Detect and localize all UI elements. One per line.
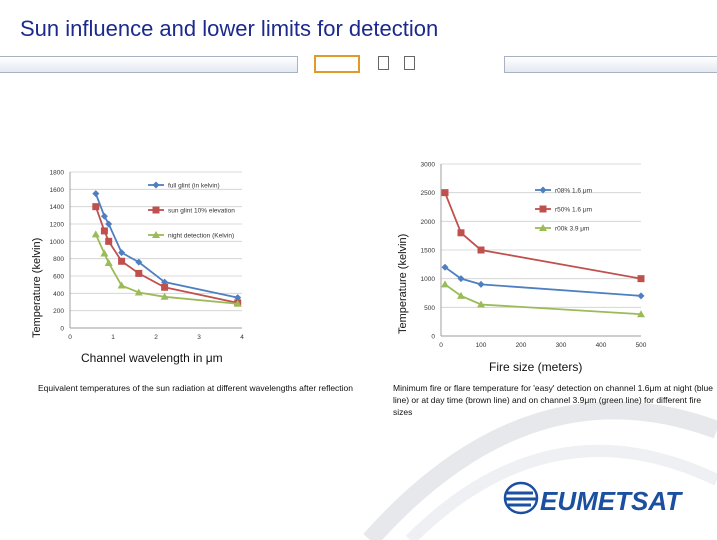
legend-entry: sun glint 10% elevation [168,208,235,215]
x-tick-label: 3 [197,334,201,341]
y-tick-label: 400 [53,291,64,298]
legend-entry: r50% 1.6 μm [555,207,592,214]
y-tick-label: 500 [424,305,435,312]
data-point [457,291,465,299]
data-point [100,249,109,257]
x-tick-label: 2 [154,334,158,341]
x-tick-label: 1 [111,334,115,341]
legend-entry: night detection (Kelvin) [168,233,234,240]
data-point [161,283,169,291]
y-tick-label: 1400 [50,204,65,211]
y-tick-label: 800 [53,256,64,263]
y-tick-label: 0 [431,334,435,341]
data-point [92,190,100,198]
data-point [637,310,645,318]
data-point [100,227,108,235]
y-tick-label: 1000 [421,276,436,283]
data-point [457,229,465,237]
y-tick-label: 2500 [421,190,436,197]
series-line [444,266,642,297]
background-arc-decoration [363,401,717,540]
header-bar-right [504,56,717,73]
x-tick-label: 4 [240,334,244,341]
y-tick-label: 1600 [50,187,65,194]
x-tick-label: 400 [596,342,607,349]
data-point [477,280,485,288]
x-tick-label: 100 [476,342,487,349]
y-tick-label: 0 [60,326,64,333]
legend-marker [539,186,547,194]
series-line [444,283,642,316]
fire-size-temperature-chart: 0 500 1000 1500 2000 2500 3000 0 100 200 300 400 500… [421,162,647,350]
placeholder-square-icon [404,56,415,70]
right-y-axis-label: Temperature (kelvin) [397,233,409,334]
slide-title: Sun influence and lower limits for detec… [20,16,439,41]
data-point [441,263,449,271]
legend-marker [152,206,160,214]
y-tick-label: 3000 [421,162,436,169]
x-tick-label: 0 [68,334,72,341]
y-tick-label: 1800 [50,170,65,177]
data-point [457,275,465,283]
series-line [444,192,642,280]
x-tick-label: 0 [439,342,443,349]
left-y-axis-label: Temperature (kelvin) [31,237,43,338]
legend-entry: r00k 3.9 μm [555,226,589,233]
data-point [135,269,143,277]
placeholder-square-icon [378,56,389,70]
data-point [160,292,169,300]
data-point [92,203,100,211]
eumetsat-logo-text: EUMETSAT [540,486,682,516]
data-point [234,294,242,302]
data-point [477,300,485,308]
data-point [100,212,108,220]
right-caption: Minimum fire or flare temperature for 'e… [393,383,713,417]
legend-marker [152,181,160,189]
data-point [637,292,645,300]
legend-marker [539,205,547,213]
data-point [134,288,143,296]
wavelength-temperature-chart: 0 200 400 600 800 1000 1200 1400 1600 1800 0 1 2 3 4 fu… [50,170,245,342]
left-x-axis-label: Channel wavelength in μm [81,351,223,365]
data-point [441,280,449,288]
data-point [104,259,113,266]
x-tick-label: 200 [516,342,527,349]
legend-entry: r08% 1.6 μm [555,188,592,195]
y-tick-label: 2000 [421,219,436,226]
right-x-axis-label: Fire size (meters) [489,360,583,374]
y-tick-label: 600 [53,274,64,281]
data-point [118,257,126,265]
data-point [477,246,485,254]
data-point [441,189,449,197]
left-caption: Equivalent temperatures of the sun radia… [38,383,354,393]
y-tick-label: 1500 [421,248,436,255]
data-point [233,299,242,307]
y-tick-label: 1000 [50,239,65,246]
x-tick-label: 500 [636,342,647,349]
x-tick-label: 300 [556,342,567,349]
data-point [91,230,100,238]
data-point [105,237,113,245]
header-bar-left [0,56,298,73]
data-point [117,281,126,289]
legend-marker [539,224,547,231]
data-point [637,275,645,283]
legend-entry: full glint (in kelvin) [168,183,220,190]
y-tick-label: 1200 [50,222,65,229]
y-tick-label: 200 [53,308,64,315]
data-point [135,258,143,266]
legend-marker [152,231,160,238]
data-point [105,220,113,228]
data-point [118,249,126,257]
eumetsat-globe-icon [503,481,539,515]
header-orange-box [314,55,360,73]
